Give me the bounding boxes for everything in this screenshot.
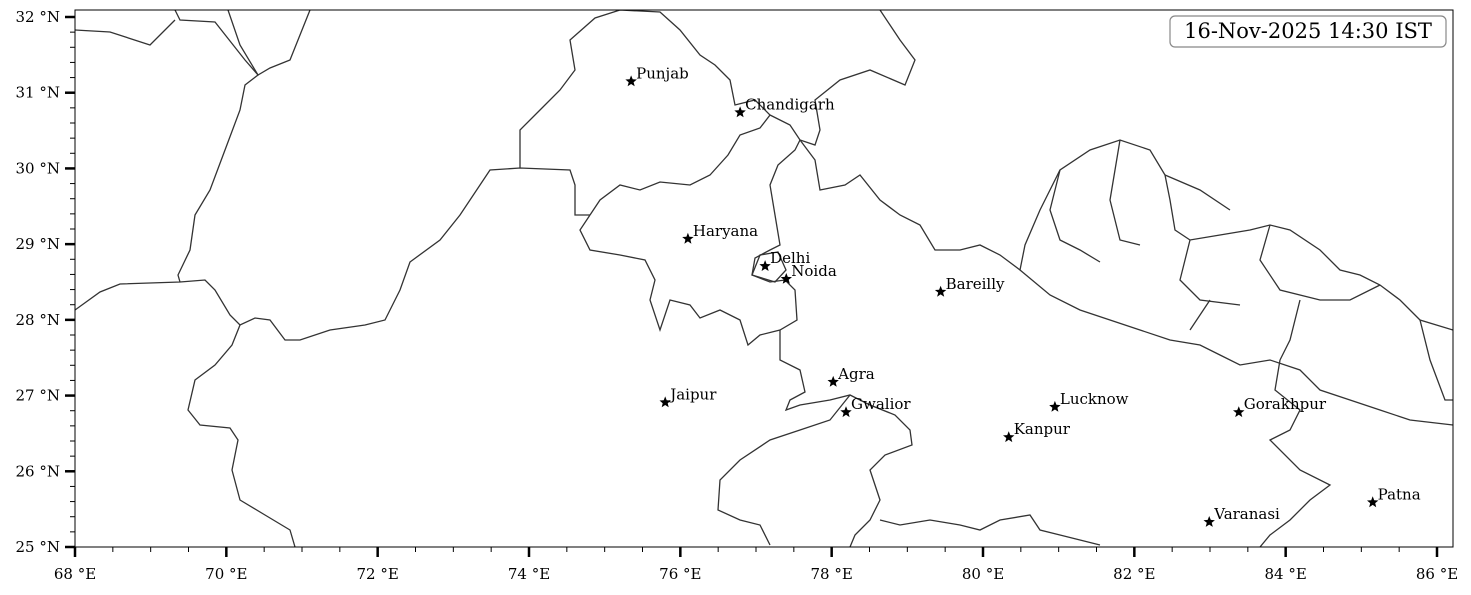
city-label: Haryana [693,222,758,240]
city-label: Gwalior [851,395,911,413]
x-tick-label: 80 °E [962,565,1004,583]
timestamp-label: 16-Nov-2025 14:30 IST [1184,19,1432,43]
border-pakistan-north [174,10,259,283]
city-kanpur: Kanpur [1003,420,1071,443]
border-up-uttarakhand [799,139,1453,331]
city-gwalior: Gwalior [840,395,911,418]
city-label: Lucknow [1060,390,1129,408]
border-rajasthan-gujarat [187,324,296,547]
star-icon [1049,400,1061,412]
city-label: Noida [791,262,837,280]
city-agra: Agra [827,365,875,387]
map-axes: 68 °E 70 °E 72 °E 74 °E 76 °E 78 °E 80 °E 82 °E… [16,8,1459,583]
city-jaipur: Jaipur [659,385,717,408]
state-borders [75,10,1453,547]
city-varanasi: Varanasi [1203,505,1280,527]
border-punjab [519,10,771,216]
star-icon [1233,406,1245,418]
border-delhi [751,251,787,283]
y-tick-label: 30 °N [16,159,60,177]
city-lucknow: Lucknow [1049,390,1129,412]
x-tick-label: 78 °E [811,565,853,583]
border-mp-rajasthan [717,394,851,546]
timestamp-box: 16-Nov-2025 14:30 IST [1169,15,1447,48]
city-label: Gorakhpur [1244,395,1327,413]
star-icon [682,232,694,244]
map-frame [74,9,1454,548]
city-noida: Noida [780,262,837,284]
star-icon [659,396,671,408]
star-icon [780,273,792,284]
city-label: Chandigarh [745,95,835,113]
city-punjab: Punjab [625,64,689,87]
city-label: Delhi [770,249,810,267]
border-himachal [769,10,916,146]
city-label: Kanpur [1014,420,1071,438]
y-tick-label: 26 °N [16,462,60,480]
y-tick-label: 32 °N [16,8,60,26]
y-tick-label: 28 °N [16,311,60,329]
star-icon [759,260,771,271]
x-tick-label: 74 °E [508,565,550,583]
y-tick-label: 27 °N [16,387,60,405]
star-icon [934,285,947,297]
x-tick-label: 82 °E [1113,565,1155,583]
border-haryana [579,139,801,347]
border-northwest [75,10,311,76]
y-tick-label: 29 °N [16,235,60,253]
city-label: Punjab [636,64,689,82]
y-tick-label: 31 °N [16,84,60,102]
border-pakistan-india-west [75,167,590,341]
border-up-bihar [1259,359,1332,547]
x-tick-label: 84 °E [1265,565,1307,583]
x-tick-label: 76 °E [659,565,701,583]
x-tick-label: 68 °E [54,565,96,583]
city-bareilly: Bareilly [934,275,1005,297]
star-icon [1367,496,1379,508]
star-icon [625,75,637,87]
x-tick-label: 70 °E [205,565,247,583]
city-label: Patna [1378,485,1421,503]
star-icon [1003,431,1015,443]
border-nepal-up [1019,269,1453,426]
star-icon [1203,516,1215,527]
city-label: Jaipur [668,385,717,403]
y-tick-label: 25 °N [16,538,60,556]
city-label: Bareilly [946,275,1005,293]
city-chandigarh: Chandigarh [734,95,835,118]
border-nepal-inner [1049,139,1381,361]
star-icon [840,406,852,418]
city-haryana: Haryana [682,222,758,244]
border-up-south [879,514,1101,546]
star-icon [734,106,746,118]
city-label: Varanasi [1213,505,1280,523]
star-icon [827,375,839,387]
border-up-mp [779,330,913,547]
border-bihar-east [1419,319,1453,401]
city-label: Agra [837,365,875,383]
city-patna: Patna [1367,485,1421,508]
x-tick-label: 72 °E [357,565,399,583]
city-gorakhpur: Gorakhpur [1233,395,1327,418]
city-delhi: Delhi [759,249,810,271]
x-tick-label: 86 °E [1416,565,1458,583]
